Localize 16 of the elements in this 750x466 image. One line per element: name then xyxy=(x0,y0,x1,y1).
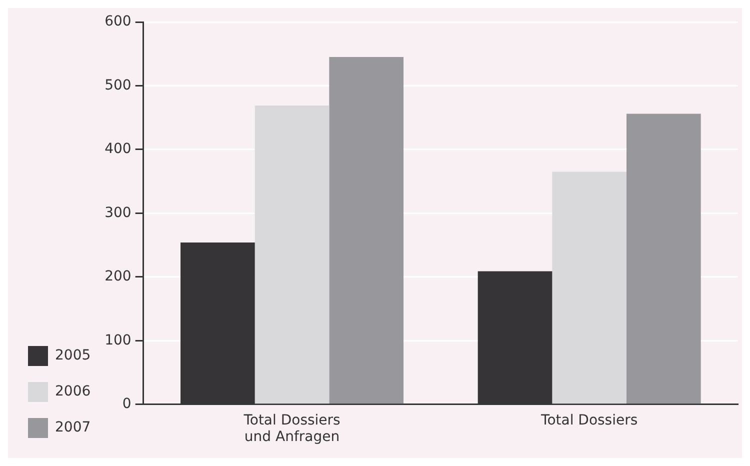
y-tick-label: 0 xyxy=(122,396,132,412)
bar xyxy=(329,57,404,404)
legend-label: 2006 xyxy=(55,384,91,400)
y-tick-label: 100 xyxy=(104,332,132,348)
bar xyxy=(626,114,701,404)
x-tick-label: Total Dossiers xyxy=(540,412,638,428)
legend-label: 2007 xyxy=(55,420,91,436)
y-tick-label: 500 xyxy=(104,77,132,94)
y-tick-label: 300 xyxy=(104,204,132,221)
y-tick-label: 200 xyxy=(104,268,132,285)
legend-label: 2005 xyxy=(55,348,91,364)
y-tick-label: 400 xyxy=(104,141,132,158)
bar xyxy=(254,105,330,404)
bar xyxy=(552,172,627,404)
x-tick-label: Total Dossiers und Anfragen xyxy=(242,412,340,446)
y-tick-label: 600 xyxy=(104,14,132,30)
